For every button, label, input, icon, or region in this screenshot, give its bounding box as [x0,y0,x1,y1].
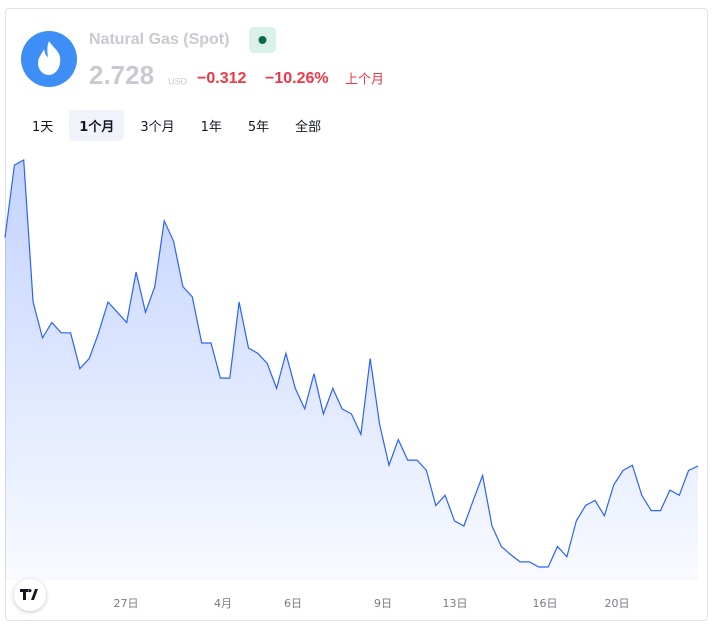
x-tick-label: 9日 [374,597,392,610]
flame-icon [38,41,61,75]
currency: USD [168,76,188,86]
tv-logo-bg [14,579,46,611]
tv-logo [20,589,38,600]
range-tab[interactable]: 1天 [32,120,54,135]
x-tick-label: 13日 [443,597,468,610]
price: 2.728 [89,60,154,90]
range-tab[interactable]: 全部 [295,120,322,135]
symbol-title: Natural Gas (Spot) [89,31,229,48]
x-tick-label: 6日 [284,597,302,610]
area-fill [5,160,698,580]
x-tick-label: 20日 [605,597,630,610]
range-tab[interactable]: 5年 [247,120,270,135]
x-tick-label: 16日 [533,597,558,610]
price-line [4,159,699,568]
range-tab[interactable]: 3个月 [140,120,175,135]
change: −0.312 [197,70,246,87]
range-tab[interactable]: 1年 [200,120,222,135]
range-tabs: 1天 1个月 3个月 1年 5年 全部 [22,110,331,141]
x-tick-label: 27日 [114,597,139,610]
x-tick-label: 4月 [214,597,232,610]
status-dot [258,36,267,44]
range-tab[interactable]: 1个月 [69,110,125,141]
change-percent: −10.26% [265,70,329,87]
period: 上个月 [345,73,384,88]
